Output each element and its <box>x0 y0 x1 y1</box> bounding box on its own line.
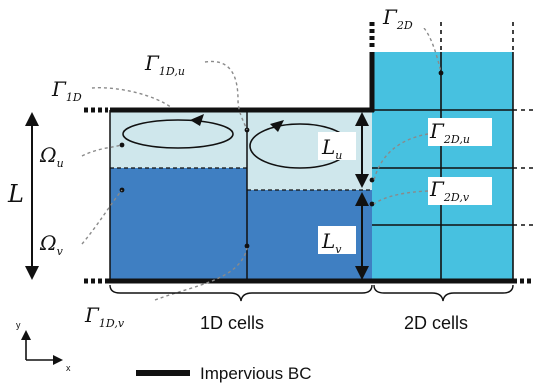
axis-y-arrowhead <box>21 330 31 340</box>
cells-2d-grid-dashed-extension <box>440 22 534 226</box>
axis-x-arrowhead <box>53 355 63 365</box>
circulation-arrowhead-left <box>190 114 204 126</box>
axis-x-label: x <box>66 363 71 373</box>
layer-interface <box>110 167 372 191</box>
impervious-boundaries <box>108 52 513 284</box>
nodes <box>119 70 444 249</box>
label-2d-cells: 2D cells <box>404 313 468 333</box>
leader-lines <box>81 27 442 301</box>
brace-2d <box>373 284 514 302</box>
label-gamma-1d: Γ1D <box>51 77 82 104</box>
upper-layer-left <box>110 110 247 168</box>
label-l-u: Lu <box>321 135 342 162</box>
brace-1d <box>109 284 373 302</box>
dimension-arrowheads <box>25 112 369 280</box>
label-1d-cells: 1D cells <box>200 313 264 333</box>
label-gamma-1d-u: Γ1D,u <box>144 51 185 78</box>
circulation-arrowhead-right <box>270 120 284 132</box>
label-omega-v: Ωv <box>39 231 64 258</box>
label-l-v: Lv <box>321 229 342 256</box>
lower-layer-left <box>110 168 247 281</box>
cells-2d-grid <box>372 52 514 281</box>
axis-y-label: y <box>16 320 21 330</box>
label-gamma-2d-v: Γ2D,v <box>429 177 470 204</box>
label-omega-u: Ωu <box>39 143 64 170</box>
cells-2d-block <box>372 52 513 281</box>
legend-impervious-label: Impervious BC <box>200 364 311 383</box>
label-gamma-2d: Γ2D <box>382 5 413 32</box>
braces <box>109 284 514 302</box>
label-l: L <box>7 180 24 208</box>
label-gamma-1d-v: Γ1D,v <box>84 303 125 330</box>
impervious-boundaries-dashed <box>84 22 534 284</box>
dimension-arrows <box>31 120 363 272</box>
label-gamma-2d-u: Γ2D,u <box>429 119 470 146</box>
